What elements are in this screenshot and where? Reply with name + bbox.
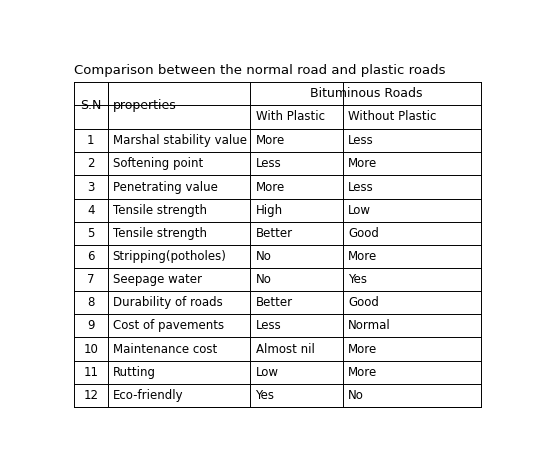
Text: Stripping(potholes): Stripping(potholes) [113,250,227,263]
Text: Rutting: Rutting [113,366,156,379]
Text: 9: 9 [87,319,95,333]
Text: Almost nil: Almost nil [255,342,314,356]
Text: 2: 2 [87,158,95,170]
Text: More: More [255,134,285,147]
Text: 3: 3 [87,181,94,194]
Text: Comparison between the normal road and plastic roads: Comparison between the normal road and p… [74,64,446,77]
Text: Bituminous Roads: Bituminous Roads [309,87,422,100]
Text: Yes: Yes [255,389,274,402]
Text: 10: 10 [83,342,98,356]
Text: No: No [348,389,364,402]
Text: More: More [348,158,377,170]
Text: High: High [255,204,282,217]
Text: Low: Low [348,204,371,217]
Text: Penetrating value: Penetrating value [113,181,217,194]
Text: 6: 6 [87,250,95,263]
Text: 8: 8 [87,296,94,309]
Text: Without Plastic: Without Plastic [348,110,436,123]
Text: More: More [255,181,285,194]
Text: Softening point: Softening point [113,158,203,170]
Text: Cost of pavements: Cost of pavements [113,319,224,333]
Text: S.N: S.N [80,99,101,112]
Text: properties: properties [113,99,177,112]
Text: Low: Low [255,366,279,379]
Text: Less: Less [255,319,281,333]
Text: More: More [348,250,377,263]
Text: Marshal stability value: Marshal stability value [113,134,247,147]
Text: Good: Good [348,296,379,309]
Text: Better: Better [255,227,293,240]
Text: With Plastic: With Plastic [255,110,325,123]
Text: 4: 4 [87,204,95,217]
Text: Less: Less [255,158,281,170]
Text: Tensile strength: Tensile strength [113,227,207,240]
Text: Maintenance cost: Maintenance cost [113,342,217,356]
Text: Eco-friendly: Eco-friendly [113,389,183,402]
Text: Normal: Normal [348,319,391,333]
Text: Good: Good [348,227,379,240]
Text: Yes: Yes [348,273,367,286]
Text: Seepage water: Seepage water [113,273,202,286]
Text: Less: Less [348,134,373,147]
Text: More: More [348,366,377,379]
Text: 5: 5 [87,227,94,240]
Text: Durability of roads: Durability of roads [113,296,222,309]
Text: 12: 12 [83,389,98,402]
Text: No: No [255,273,272,286]
Text: Less: Less [348,181,373,194]
Text: No: No [255,250,272,263]
Text: 1: 1 [87,134,95,147]
Text: 7: 7 [87,273,95,286]
Text: Tensile strength: Tensile strength [113,204,207,217]
Text: More: More [348,342,377,356]
Text: Better: Better [255,296,293,309]
Text: 11: 11 [83,366,98,379]
